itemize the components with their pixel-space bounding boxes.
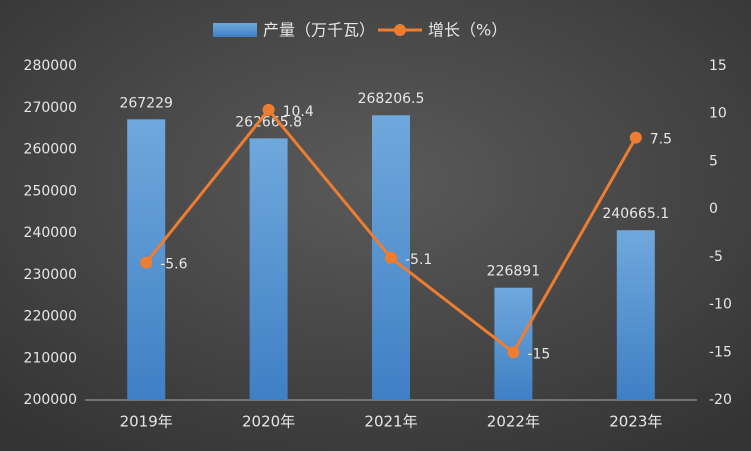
x-tick-label: 2019年: [120, 413, 173, 431]
x-tick-label: 2021年: [364, 413, 417, 431]
line-value-label: 10.4: [283, 104, 314, 120]
y2-tick-label: -5: [709, 249, 723, 265]
bar: [616, 230, 655, 400]
y2-tick-label: 15: [709, 58, 727, 74]
y2-tick-label: 5: [709, 153, 718, 169]
line-point: [262, 103, 275, 116]
line-value-label: -15: [527, 346, 550, 362]
bar-value-label: 267229: [119, 95, 172, 111]
line-value-label: 7.5: [650, 132, 672, 148]
y2-tick-label: 10: [709, 106, 727, 122]
bar: [249, 138, 288, 400]
bar-value-label: 262665.8: [235, 114, 302, 130]
line-value-label: -5.6: [160, 257, 187, 273]
y2-tick-label: -15: [709, 344, 732, 360]
bar-value-label: 268206.5: [358, 91, 425, 107]
y-tick-label: 250000: [24, 183, 77, 199]
legend-swatch: [213, 23, 257, 37]
line-value-label: -5.1: [405, 252, 432, 268]
y-tick-label: 240000: [24, 225, 77, 241]
y-tick-label: 230000: [24, 267, 77, 283]
y-tick-label: 220000: [24, 309, 77, 325]
line-point: [140, 256, 153, 269]
y-tick-label: 260000: [24, 142, 77, 158]
legend-label: 增长（%）: [428, 21, 507, 40]
legend-label: 产量（万千瓦）: [263, 21, 375, 40]
y-tick-label: 200000: [24, 392, 77, 408]
y-tick-label: 210000: [24, 350, 77, 366]
bar-value-label: 226891: [487, 264, 540, 280]
y2-tick-label: 0: [709, 201, 718, 217]
y-tick-label: 280000: [24, 58, 77, 74]
line-point: [385, 251, 397, 264]
line-point: [507, 346, 520, 359]
x-tick-label: 2022年: [487, 413, 540, 431]
line-point: [629, 131, 642, 144]
x-tick-label: 2020年: [242, 413, 295, 431]
bar-value-label: 240665.1: [602, 206, 669, 222]
legend-swatch: [394, 24, 406, 36]
y2-tick-label: -20: [709, 392, 732, 408]
y-tick-label: 270000: [24, 100, 77, 116]
x-tick-label: 2023年: [609, 413, 662, 431]
y2-tick-label: -10: [709, 297, 732, 313]
